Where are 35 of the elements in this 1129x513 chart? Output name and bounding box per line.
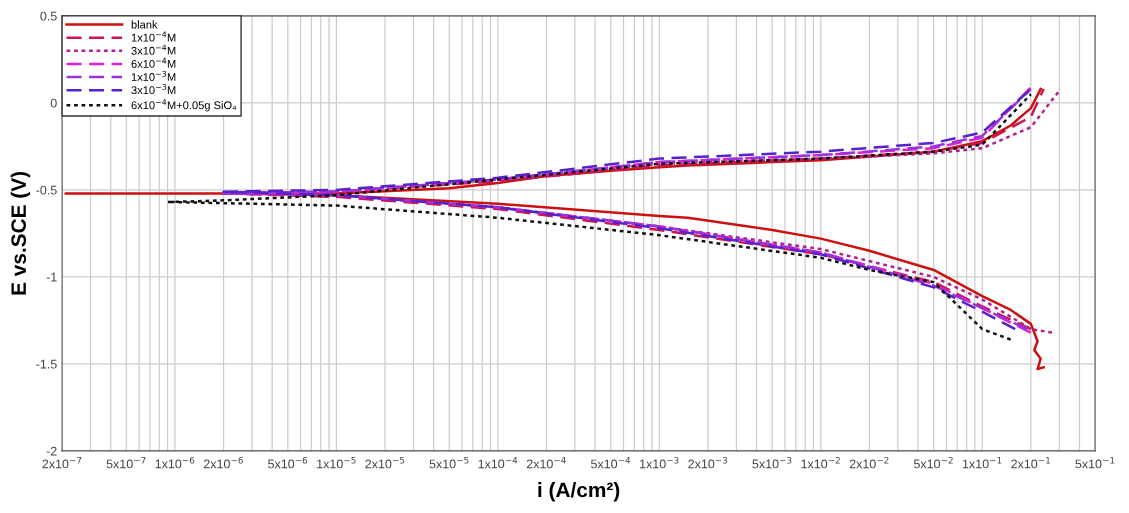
x-tick-label: 2x10$^{−7}$ [42,457,82,469]
x-tick-label: 5x10$^{−2}$ [913,456,953,469]
x-tick-label: 1x10$^{−6}$ [155,456,195,469]
y-tick-label: -0.5 [36,185,57,195]
x-tick-label: 2x10$^{−5}$ [365,457,405,469]
legend-label: 3x10$^{−4}$M [131,44,176,55]
x-tick-label: 2x10$^{−4}$ [526,457,566,469]
x-tick-label: 2x10$^{−1}$ [1011,457,1050,469]
legend-label: 1x10$^{−4}$M [131,31,176,42]
y-tick-label: -1.5 [36,359,57,369]
legend-label: 6x10$^{−4}$M+0.05g SiO₄ [131,99,237,112]
x-tick-label: 1x10$^{−2}$ [801,456,840,469]
x-tick-label: 1x10$^{−1}$ [962,457,1002,469]
y-tick-label: 0.5 [40,11,57,21]
x-tick-label: 1x10$^{−3}$ [640,456,679,469]
x-tick-label: 5x10$^{−3}$ [752,456,792,469]
x-tick-label: 5x10$^{−1}$ [1075,457,1115,469]
y-tick-label: -1 [46,272,57,282]
legend-label: 1x10$^{−3}$M [131,70,176,81]
x-tick-label: 1x10$^{−5}$ [317,457,356,469]
x-tick-label: 5x10$^{−5}$ [429,457,469,469]
y-axis-title: E vs.SCE (V) [10,171,31,295]
x-tick-label: 2x10$^{−2}$ [849,456,889,469]
y-tick-label: 0 [50,98,57,108]
x-tick-label: 5x10$^{−4}$ [590,457,631,469]
legend-label: blank [131,20,158,29]
legend-label: 3x10$^{−3}$M [131,83,176,95]
x-tick-label: 5x10$^{−7}$ [106,457,146,469]
x-axis-title: i (A/cm²) [538,482,620,502]
legend-label: 6x10$^{−4}$M [131,57,176,68]
x-tick-label: 2x10$^{−6}$ [203,456,243,469]
x-tick-label: 1x10$^{−4}$ [478,457,518,469]
y-tick-label: -2 [46,446,57,456]
x-tick-label: 5x10$^{−6}$ [268,456,308,469]
x-tick-label: 2x10$^{−3}$ [688,456,728,469]
